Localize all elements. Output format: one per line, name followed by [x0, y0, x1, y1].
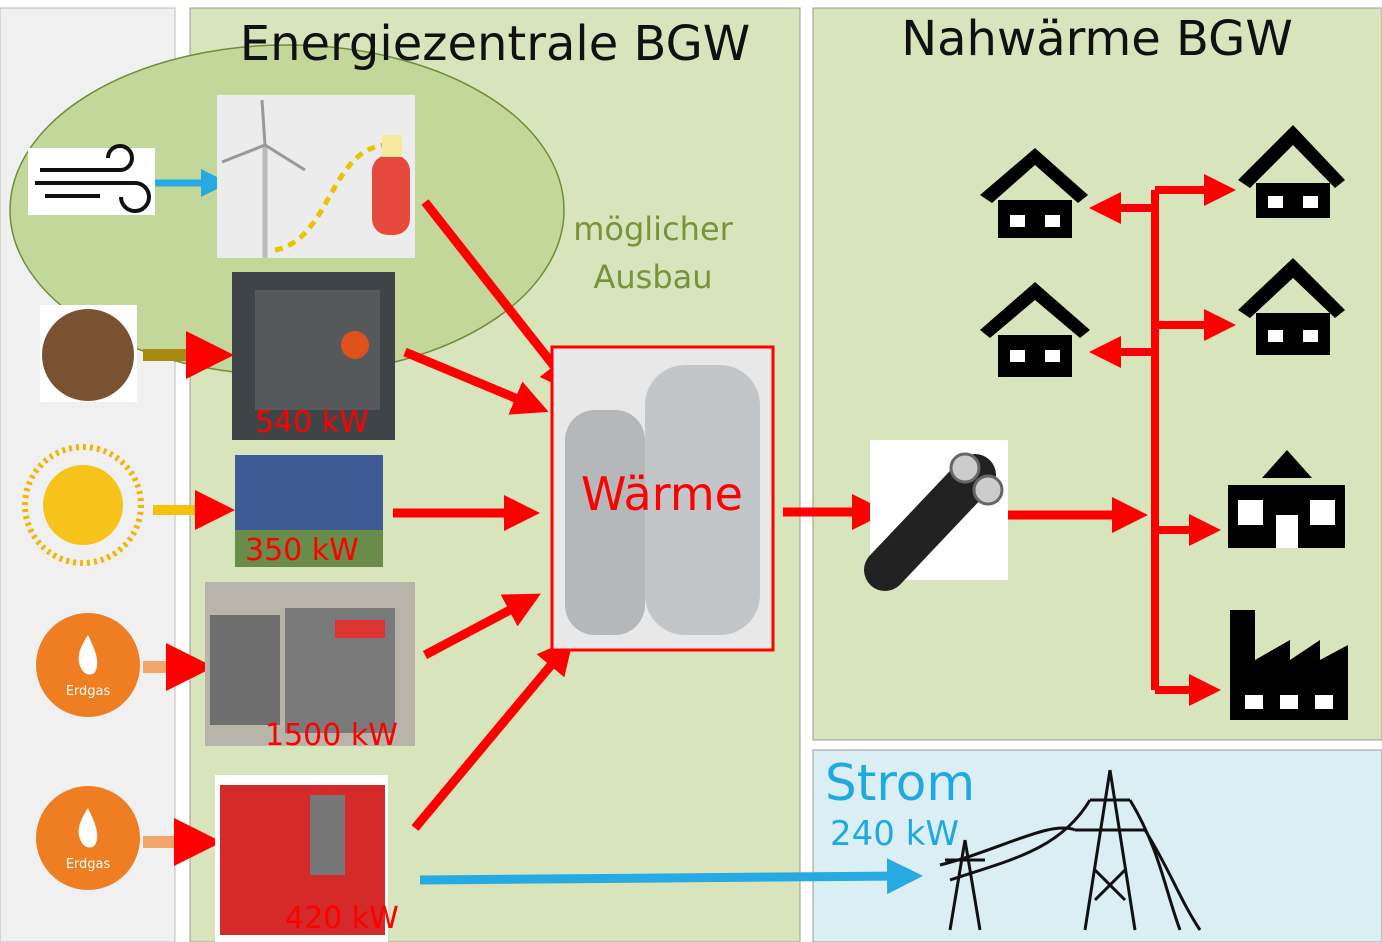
sun	[43, 465, 123, 545]
consumers	[980, 125, 1348, 720]
solar-ground	[235, 530, 383, 567]
capacity-label: 420 kW	[285, 901, 399, 936]
sun-rays	[22, 444, 144, 566]
chp-panel	[310, 795, 345, 875]
heat-arrows	[393, 199, 1148, 831]
storage-label: Wärme	[581, 467, 743, 521]
power-arrow	[419, 858, 923, 895]
gas-label: Erdgas	[66, 684, 111, 699]
pipe	[864, 454, 996, 591]
capacity-label: 350 kW	[245, 533, 359, 568]
gas-boiler-panel	[335, 620, 385, 638]
expansion-note: möglicher	[573, 210, 733, 248]
gas-label: Erdgas	[66, 857, 111, 872]
pipe-core	[949, 452, 981, 484]
plant-title: Energiezentrale BGW	[240, 16, 751, 72]
wind-lines	[35, 144, 151, 213]
power-capacity: 240 kW	[830, 814, 959, 854]
distribution	[1089, 174, 1236, 706]
burner	[341, 331, 369, 359]
power-title: Strom	[825, 754, 975, 812]
flame	[78, 808, 98, 848]
pellets	[42, 309, 134, 401]
chp-unit	[220, 785, 385, 935]
capacity-label: 1500 kW	[265, 718, 398, 753]
tank	[565, 410, 645, 635]
turbine	[221, 99, 410, 258]
pipe-core	[972, 474, 1004, 506]
network-title: Nahwärme BGW	[901, 11, 1293, 67]
expansion-note: Ausbau	[593, 258, 712, 296]
tank	[645, 365, 760, 635]
heat-network-panel	[812, 7, 1382, 741]
pylons	[939, 769, 1202, 931]
capacity-label: 540 kW	[255, 405, 369, 440]
flame	[78, 635, 98, 675]
windows	[1010, 196, 1335, 709]
gas-boiler	[210, 615, 280, 725]
